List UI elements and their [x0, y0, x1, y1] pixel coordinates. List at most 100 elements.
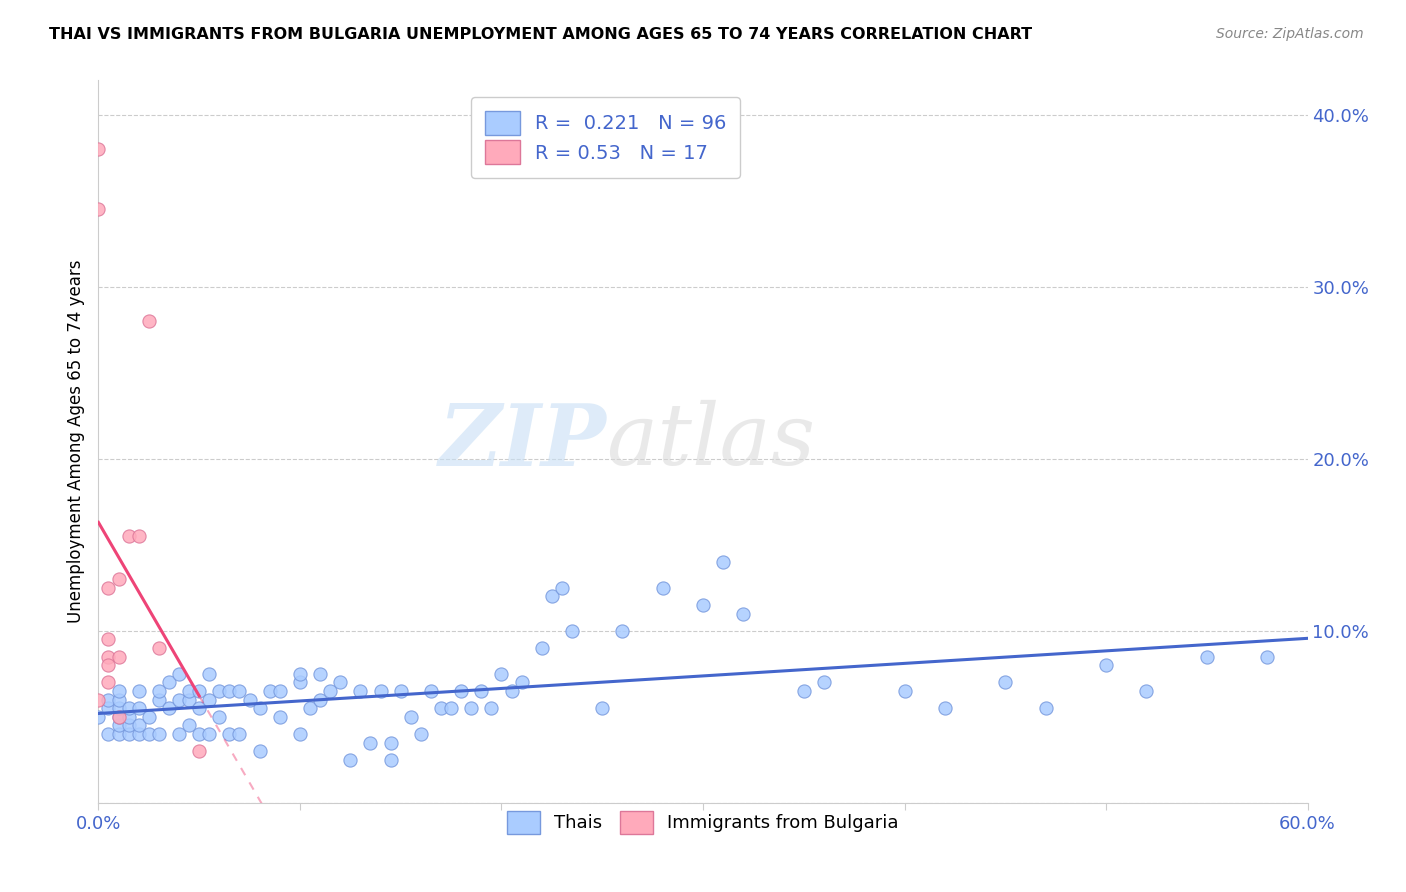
Point [198, 692, 221, 706]
Point [399, 710, 422, 724]
Point [430, 701, 453, 715]
Point [470, 684, 492, 698]
Point [299, 701, 322, 715]
Point [1095, 658, 1118, 673]
Point [107, 701, 129, 715]
Point [97, 675, 120, 690]
Point [269, 710, 291, 724]
Point [148, 727, 170, 741]
Point [540, 590, 562, 604]
Point [107, 572, 129, 586]
Point [138, 727, 160, 741]
Point [1035, 701, 1057, 715]
Point [148, 684, 170, 698]
Point [188, 684, 211, 698]
Point [309, 666, 332, 681]
Point [107, 718, 129, 732]
Point [97, 581, 120, 595]
Text: atlas: atlas [606, 401, 815, 483]
Point [148, 692, 170, 706]
Text: ZIP: ZIP [439, 400, 606, 483]
Point [380, 753, 402, 767]
Point [380, 735, 402, 749]
Point [157, 701, 180, 715]
Point [551, 581, 574, 595]
Point [329, 675, 352, 690]
Point [167, 692, 190, 706]
Point [128, 684, 150, 698]
Point [711, 555, 734, 569]
Point [349, 684, 371, 698]
Point [249, 744, 271, 758]
Point [370, 684, 392, 698]
Point [934, 701, 956, 715]
Point [198, 727, 221, 741]
Point [107, 692, 129, 706]
Point [218, 684, 240, 698]
Y-axis label: Unemployment Among Ages 65 to 74 years: Unemployment Among Ages 65 to 74 years [66, 260, 84, 624]
Point [218, 727, 240, 741]
Point [167, 727, 190, 741]
Point [481, 701, 503, 715]
Text: THAI VS IMMIGRANTS FROM BULGARIA UNEMPLOYMENT AMONG AGES 65 TO 74 YEARS CORRELAT: THAI VS IMMIGRANTS FROM BULGARIA UNEMPLO… [49, 27, 1032, 42]
Point [288, 675, 311, 690]
Point [188, 701, 211, 715]
Point [128, 718, 150, 732]
Point [813, 675, 835, 690]
Point [450, 684, 472, 698]
Point [138, 314, 160, 328]
Point [97, 701, 120, 715]
Point [228, 727, 250, 741]
Legend: Thais, Immigrants from Bulgaria: Thais, Immigrants from Bulgaria [501, 805, 905, 841]
Point [389, 684, 412, 698]
Point [118, 718, 141, 732]
Point [530, 640, 553, 655]
Point [239, 692, 262, 706]
Point [148, 640, 170, 655]
Point [1256, 649, 1278, 664]
Point [208, 710, 231, 724]
Point [288, 727, 311, 741]
Point [491, 666, 513, 681]
Point [107, 710, 129, 724]
Point [591, 701, 613, 715]
Point [107, 684, 129, 698]
Point [409, 727, 432, 741]
Point [118, 710, 141, 724]
Point [157, 675, 180, 690]
Point [733, 607, 755, 621]
Point [1135, 684, 1157, 698]
Point [87, 710, 110, 724]
Point [360, 735, 382, 749]
Point [97, 649, 120, 664]
Point [128, 529, 150, 543]
Point [460, 701, 482, 715]
Point [118, 701, 141, 715]
Point [167, 666, 190, 681]
Point [1195, 649, 1218, 664]
Point [994, 675, 1017, 690]
Point [269, 684, 291, 698]
Point [228, 684, 250, 698]
Point [97, 658, 120, 673]
Point [188, 744, 211, 758]
Point [138, 710, 160, 724]
Point [107, 649, 129, 664]
Point [198, 666, 221, 681]
Point [651, 581, 673, 595]
Point [97, 692, 120, 706]
Text: Source: ZipAtlas.com: Source: ZipAtlas.com [1216, 27, 1364, 41]
Point [339, 753, 361, 767]
Point [107, 727, 129, 741]
Point [440, 701, 463, 715]
Point [259, 684, 281, 698]
Point [893, 684, 915, 698]
Point [179, 718, 201, 732]
Point [288, 666, 311, 681]
Point [309, 692, 332, 706]
Point [793, 684, 815, 698]
Point [188, 727, 211, 741]
Point [97, 727, 120, 741]
Point [118, 727, 141, 741]
Point [612, 624, 634, 638]
